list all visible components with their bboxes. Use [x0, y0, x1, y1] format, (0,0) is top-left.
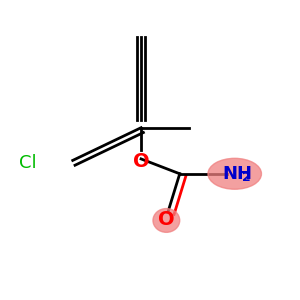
- Text: 2: 2: [242, 171, 251, 184]
- Ellipse shape: [153, 208, 180, 232]
- Text: O: O: [158, 210, 175, 229]
- Text: O: O: [133, 152, 149, 171]
- Ellipse shape: [208, 158, 262, 189]
- Text: NH: NH: [223, 165, 253, 183]
- Text: Cl: Cl: [19, 154, 37, 172]
